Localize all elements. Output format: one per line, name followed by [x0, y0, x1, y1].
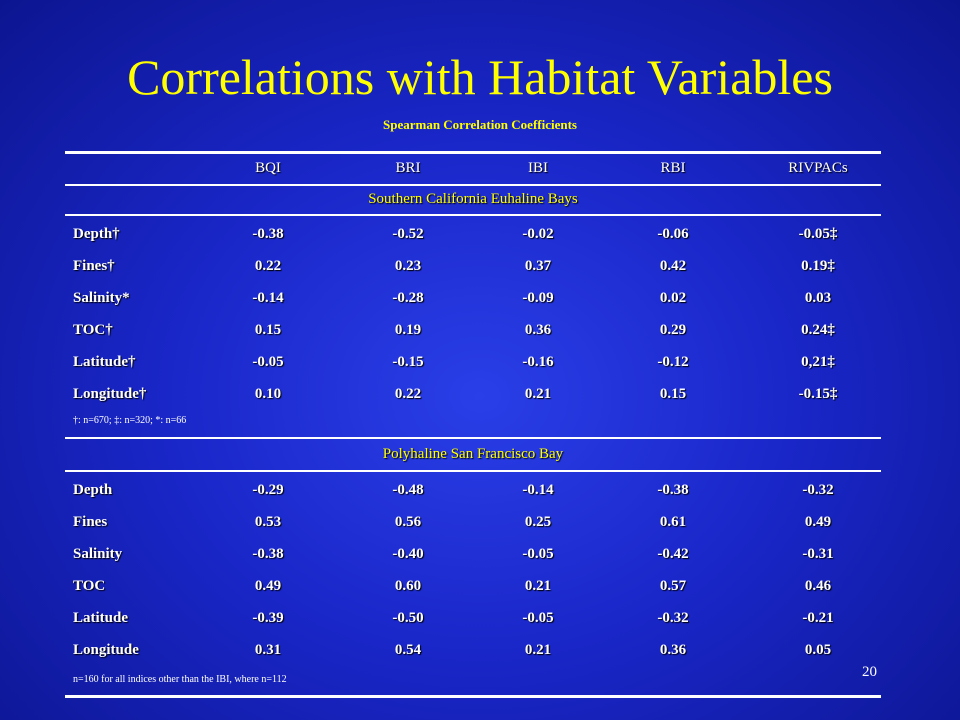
cell-value: 0,21‡	[801, 354, 835, 370]
section-rule	[65, 214, 881, 216]
cell-value: 0.21	[524, 578, 552, 594]
row-label: Fines†	[73, 258, 115, 274]
cell-value: 0.36	[524, 322, 552, 338]
cell-value: 0.57	[659, 578, 687, 594]
cell-value: -0.05‡	[798, 226, 838, 242]
cell-value: -0.48	[392, 482, 424, 498]
cell-value: -0.50	[392, 610, 424, 626]
cell-value: -0.05	[522, 610, 554, 626]
cell-value: -0.14	[522, 482, 554, 498]
cell-value: -0.31	[802, 546, 834, 562]
row-label: Longitude	[73, 642, 139, 658]
cell-value: 0.19‡	[801, 258, 835, 274]
row-label: Salinity	[73, 546, 123, 562]
table-bottom-rule	[65, 695, 881, 698]
cell-value: -0.32	[657, 610, 689, 626]
section-rule	[65, 437, 881, 439]
section-title-san-francisco: Polyhaline San Francisco Bay	[382, 446, 564, 462]
cell-value: 0.23	[394, 258, 422, 274]
cell-value: -0.38	[657, 482, 689, 498]
cell-value: -0.12	[657, 354, 689, 370]
row-label: Salinity*	[73, 290, 130, 306]
cell-value: -0.39	[252, 610, 284, 626]
cell-value: 0.46	[804, 578, 832, 594]
cell-value: 0.21	[524, 642, 552, 658]
cell-value: -0.14	[252, 290, 284, 306]
cell-value: -0.15	[392, 354, 424, 370]
cell-value: 0.60	[394, 578, 422, 594]
cell-value: 0.53	[254, 514, 282, 530]
cell-value: -0.05	[252, 354, 284, 370]
table-top-rule	[65, 151, 881, 154]
section-footnote: †: n=670; ‡: n=320; *: n=66	[73, 415, 187, 426]
cell-value: 0.21	[524, 386, 552, 402]
cell-value: 0.54	[394, 642, 422, 658]
cell-value: 0.02	[659, 290, 687, 306]
row-label: Latitude†	[73, 354, 136, 370]
cell-value: 0.42	[659, 258, 687, 274]
cell-value: 0.22	[254, 258, 282, 274]
row-label: TOC	[73, 578, 106, 594]
cell-value: 0.19	[394, 322, 422, 338]
cell-value: 0.24‡	[801, 322, 835, 338]
section-footnote: n=160 for all indices other than the IBI…	[73, 674, 287, 685]
cell-value: 0.37	[524, 258, 552, 274]
cell-value: 0.31	[254, 642, 282, 658]
cell-value: 0.56	[394, 514, 422, 530]
cell-value: 0.05	[804, 642, 832, 658]
cell-value: -0.52	[392, 226, 424, 242]
cell-value: 0.36	[659, 642, 687, 658]
row-label: Depth†	[73, 226, 120, 242]
cell-value: 0.15	[254, 322, 282, 338]
slide-subtitle: Spearman Correlation Coefficients	[382, 117, 577, 132]
cell-value: -0.42	[657, 546, 689, 562]
row-label: TOC†	[73, 322, 113, 338]
cell-value: 0.22	[394, 386, 422, 402]
slide-title: Correlations with Habitat Variables	[127, 49, 833, 105]
cell-value: 0.61	[659, 514, 687, 530]
column-header-bqi: BQI	[255, 160, 281, 176]
column-header-rivpacs: RIVPACs	[788, 160, 848, 176]
cell-value: 0.03	[804, 290, 832, 306]
cell-value: -0.05	[522, 546, 554, 562]
row-label: Fines	[73, 514, 108, 530]
cell-value: -0.32	[802, 482, 834, 498]
cell-value: -0.09	[522, 290, 554, 306]
cell-value: 0.49	[804, 514, 832, 530]
column-header-bri: BRI	[395, 160, 421, 176]
cell-value: -0.02	[522, 226, 554, 242]
section-title-southern-california: Southern California Euhaline Bays	[368, 191, 578, 207]
header-rule	[65, 184, 881, 186]
cell-value: -0.21	[802, 610, 834, 626]
cell-value: -0.16	[522, 354, 554, 370]
row-label: Latitude	[73, 610, 129, 626]
cell-value: -0.38	[252, 546, 284, 562]
row-label: Longitude†	[73, 386, 147, 402]
page-number: 20	[862, 664, 877, 680]
cell-value: -0.40	[392, 546, 424, 562]
cell-value: 0.25	[524, 514, 552, 530]
cell-value: -0.29	[252, 482, 284, 498]
column-header-ibi: IBI	[528, 160, 548, 176]
cell-value: -0.15‡	[798, 386, 838, 402]
cell-value: -0.38	[252, 226, 284, 242]
cell-value: -0.06	[657, 226, 689, 242]
column-header-rbi: RBI	[660, 160, 686, 176]
cell-value: 0.15	[659, 386, 687, 402]
section-rule	[65, 470, 881, 472]
cell-value: 0.49	[254, 578, 282, 594]
cell-value: 0.29	[659, 322, 687, 338]
cell-value: 0.10	[254, 386, 282, 402]
row-label: Depth	[73, 482, 113, 498]
cell-value: -0.28	[392, 290, 424, 306]
